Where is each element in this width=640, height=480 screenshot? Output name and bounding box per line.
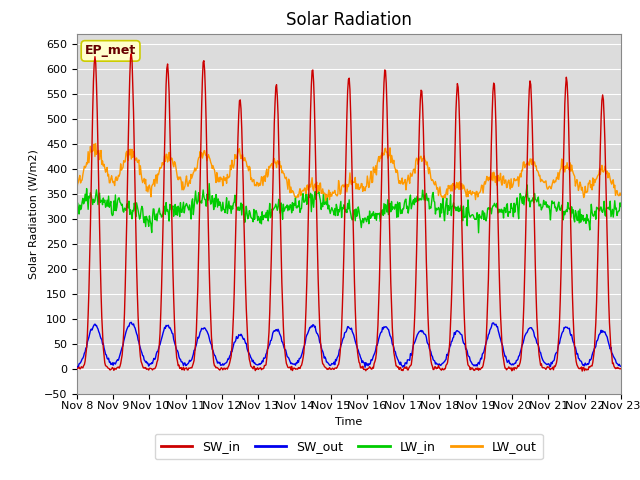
SW_out (224, 356, 232, 361)
LW_in (139, 205, 147, 211)
Line: SW_in: SW_in (77, 54, 621, 371)
Text: EP_met: EP_met (85, 44, 136, 58)
LW_in (223, 211, 231, 216)
SW_out (74, 365, 81, 371)
SW_out (140, 357, 148, 363)
SW_out (73, 363, 81, 369)
LW_in (416, 196, 424, 202)
LW_out (83, 160, 90, 166)
Line: LW_out: LW_out (77, 144, 621, 201)
LW_in (205, 180, 213, 186)
Line: LW_in: LW_in (77, 183, 621, 233)
Title: Solar Radiation: Solar Radiation (286, 11, 412, 29)
SW_in (83, 345, 90, 350)
LW_out (73, 187, 81, 193)
SW_in (195, 251, 202, 257)
SW_out (84, 339, 92, 345)
X-axis label: Time: Time (335, 417, 362, 427)
SW_in (416, 117, 424, 123)
Y-axis label: Solar Radiation (W/m2): Solar Radiation (W/m2) (28, 149, 38, 278)
LW_out (223, 171, 231, 177)
SW_in (617, 366, 625, 372)
LW_in (83, 186, 90, 192)
LW_in (73, 203, 81, 209)
SW_in (431, 364, 439, 370)
LW_in (617, 204, 625, 209)
Legend: SW_in, SW_out, LW_in, LW_out: SW_in, SW_out, LW_in, LW_out (155, 434, 543, 459)
LW_in (194, 198, 202, 204)
SW_in (73, 365, 81, 371)
LW_out (92, 141, 100, 146)
LW_in (475, 230, 483, 236)
SW_in (579, 368, 586, 374)
LW_out (433, 182, 440, 188)
SW_out (417, 328, 424, 334)
LW_in (431, 211, 439, 217)
LW_out (322, 198, 330, 204)
SW_out (127, 320, 135, 325)
SW_in (127, 51, 135, 57)
LW_out (617, 192, 625, 198)
Line: SW_out: SW_out (77, 323, 621, 368)
SW_in (140, 365, 147, 371)
SW_out (617, 363, 625, 369)
SW_out (196, 333, 204, 338)
LW_out (417, 154, 424, 159)
SW_in (223, 366, 231, 372)
LW_out (195, 155, 202, 161)
LW_out (140, 178, 147, 183)
SW_out (433, 360, 440, 366)
